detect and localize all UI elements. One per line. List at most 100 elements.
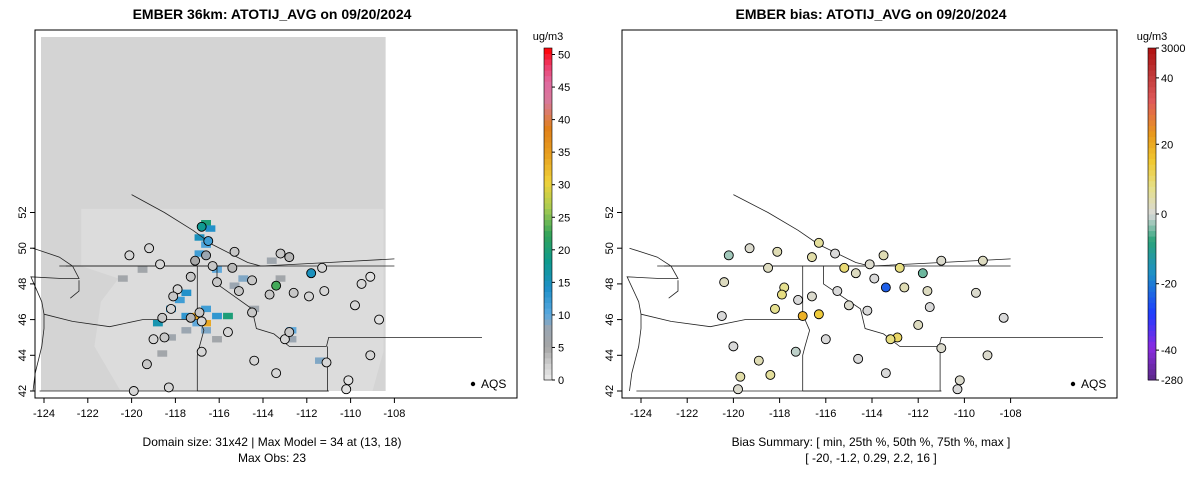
colorbar-segment (1148, 180, 1156, 187)
boundary-line (326, 337, 482, 347)
bias-site-marker (971, 287, 981, 298)
colorbar-tick-label: -40 (1161, 345, 1177, 357)
colorbar-segment (1148, 258, 1156, 265)
obs-site-marker (128, 386, 139, 396)
colorbar-segment (544, 368, 552, 375)
colorbar-segment (544, 59, 552, 66)
colorbar-segment (1148, 169, 1156, 176)
x-tick-label: -112 (908, 408, 929, 420)
colorbar-segment (1148, 131, 1156, 138)
colorbar-segment (1148, 241, 1156, 248)
colorbar-tick-label: 10 (558, 310, 570, 322)
obs-site-marker (185, 312, 196, 323)
bias-site-marker (797, 311, 808, 321)
bias-site-marker (880, 282, 891, 293)
obs-site-marker (196, 316, 207, 327)
bias-site-marker (917, 268, 928, 279)
obs-site-marker (304, 291, 314, 302)
boundary-line (733, 194, 870, 267)
model-grid-cell (137, 266, 148, 273)
colorbar-segment (544, 374, 552, 381)
model-grid-cell (152, 319, 163, 327)
bias-site-marker (806, 252, 817, 263)
colorbar-segment (1148, 291, 1156, 298)
obs-site-marker (185, 271, 196, 282)
obs-site-marker (203, 236, 214, 247)
colorbar-segment (1148, 119, 1156, 126)
model-grid-cell (201, 305, 211, 313)
colorbar-segment (544, 186, 552, 193)
bias-site-marker (753, 355, 764, 366)
colorbar-segment (1148, 341, 1156, 348)
y-tick-label: 46 (17, 313, 29, 325)
obs-site-marker (155, 259, 166, 270)
colorbar-segment (1148, 368, 1156, 375)
colorbar-tick-label: 0 (558, 375, 564, 387)
bias-site-marker (885, 334, 896, 345)
obs-site-marker (319, 286, 330, 296)
x-tick-label: -110 (954, 408, 975, 420)
bias-site-marker (820, 334, 831, 345)
bias-site-marker (878, 250, 889, 261)
colorbar-segment (544, 197, 552, 204)
model-grid-cell (315, 357, 325, 364)
colorbar-unit-label: ug/m3 (533, 31, 564, 43)
colorbar-segment (1148, 186, 1156, 193)
colorbar-segment (544, 241, 552, 248)
colorbar-tick-label: 0 (1161, 209, 1167, 221)
colorbar-segment (544, 341, 552, 348)
colorbar-segment (544, 169, 552, 176)
y-tick-label: 42 (17, 385, 29, 397)
colorbar-segment (1148, 53, 1156, 60)
obs-site-marker (365, 271, 376, 282)
bias-site-marker (998, 312, 1009, 323)
bias-site-marker (894, 262, 905, 273)
colorbar-segment (1148, 64, 1156, 71)
y-tick-label: 44 (17, 349, 29, 361)
bias-site-marker (954, 375, 965, 386)
colorbar-tick-label: 50 (558, 50, 570, 62)
obs-site-marker (196, 346, 207, 357)
obs-site-marker (159, 332, 170, 343)
colorbar-segment (1148, 297, 1156, 304)
colorbar-segment (544, 308, 552, 315)
bias-site-marker (862, 305, 873, 316)
right-chart-title: EMBER bias: ATOTIJ_AVG on 09/20/2024 (735, 6, 1007, 22)
left-caption-line-2: Max Obs: 23 (237, 451, 307, 465)
colorbar-segment (544, 64, 552, 71)
y-tick-label: 48 (604, 278, 616, 290)
obs-site-marker (172, 284, 183, 295)
colorbar-segment (544, 114, 552, 121)
boundary-line (626, 247, 679, 392)
colorbar-segment (544, 247, 552, 254)
obs-site-marker (223, 327, 233, 338)
colorbar-tick-label: 3000 (1161, 43, 1185, 55)
model-field-region (81, 208, 384, 391)
obs-site-marker (341, 384, 352, 395)
bias-site-marker (765, 369, 776, 380)
obs-site-marker (356, 278, 367, 289)
colorbar-segment (1148, 48, 1156, 55)
obs-site-marker (124, 250, 135, 261)
y-tick-label: 46 (604, 313, 616, 325)
colorbar-segment (544, 208, 552, 215)
y-tick-label: 44 (604, 349, 616, 361)
colorbar-segment (544, 153, 552, 160)
colorbar-segment (1148, 75, 1156, 82)
colorbar-segment (544, 219, 552, 226)
colorbar-segment (1148, 280, 1156, 287)
colorbar-segment (544, 158, 552, 165)
colorbar-segment (1148, 230, 1156, 237)
obs-site-marker (190, 255, 201, 266)
right-caption-line-2: [ -20, -1.2, 0.29, 2.2, 16 ] (805, 451, 937, 465)
colorbar-segment (544, 236, 552, 243)
colorbar-segment (1148, 313, 1156, 320)
colorbar-segment (544, 202, 552, 209)
x-tick-label: -108 (1000, 408, 1022, 420)
bias-site-marker (869, 273, 880, 284)
obs-site-marker (247, 275, 258, 286)
bias-site-marker (716, 311, 727, 321)
x-tick-label: -112 (296, 408, 317, 420)
boundary-line (70, 280, 80, 299)
